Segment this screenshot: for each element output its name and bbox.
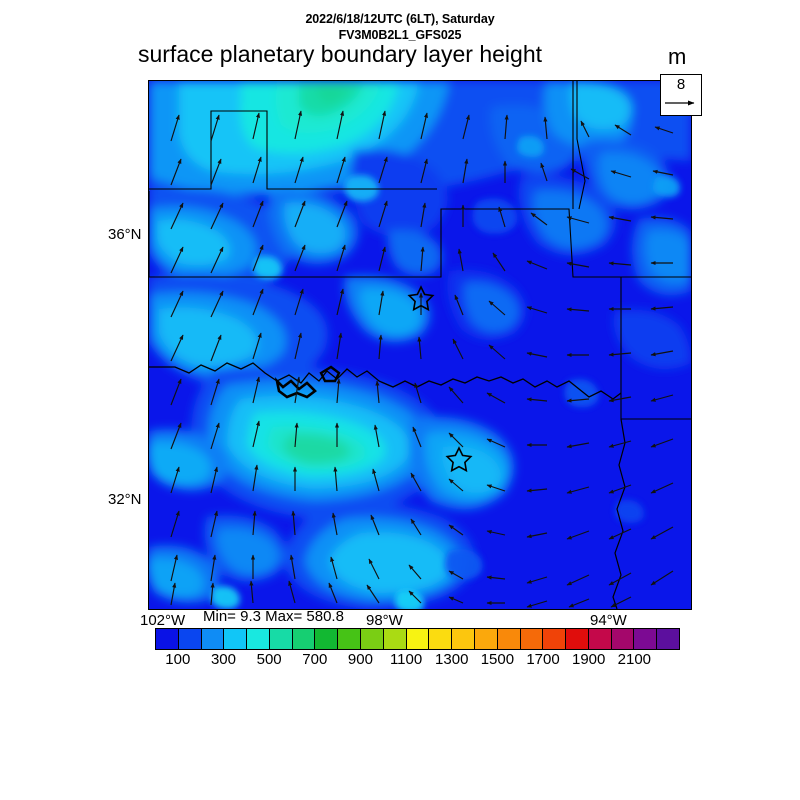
red-river-border: [149, 362, 622, 400]
colorbar-swatch: [406, 629, 430, 649]
colorbar-swatch: [588, 629, 612, 649]
lon-label-98w: 98°W: [366, 612, 403, 629]
colorbar-swatch: [292, 629, 316, 649]
colorbar-swatch: [611, 629, 635, 649]
station-star-south: [445, 446, 473, 473]
colorbar-tick: 100: [165, 651, 191, 668]
pbl-contour-regions: [149, 81, 691, 609]
colorbar-swatch: [201, 629, 225, 649]
colorbar-tick: 700: [302, 651, 328, 668]
colorbar-tick: 1700: [526, 651, 560, 668]
pbl-fine-texture: [211, 135, 680, 609]
colorbar-tick: 1300: [435, 651, 469, 668]
colorbar-swatch: [474, 629, 498, 649]
pbl-height-field: [149, 81, 691, 609]
min-max-readout: Min= 9.3 Max= 580.8: [203, 608, 344, 625]
colorbar-tick: 2100: [617, 651, 652, 668]
colorbar-swatch: [247, 629, 270, 649]
lon-label-102w: 102°W: [140, 612, 186, 629]
colorbar-swatch: [178, 629, 202, 649]
colorbar-tick-labels: 100 300 500 700 900 1100 1300 1500 1700 1900 2100: [155, 651, 680, 671]
colorbar-tick: 1100: [389, 651, 423, 668]
colorbar-tick: 900: [347, 651, 373, 668]
wind-legend-value: 8: [676, 76, 686, 93]
colorbar-swatch: [338, 629, 362, 649]
wind-vector-legend: 8: [660, 74, 702, 116]
station-markers: [407, 285, 473, 473]
colorbar-swatch: [657, 629, 679, 649]
units-label: m: [668, 44, 687, 69]
colorbar-swatch: [543, 629, 567, 649]
lat-label-32n: 32°N: [108, 491, 142, 508]
colorbar-swatch: [361, 629, 384, 649]
colorbar-swatch: [156, 629, 179, 649]
colorbar-swatch: [497, 629, 521, 649]
forecast-datetime: 2022/6/18/12UTC (6LT), Saturday: [305, 12, 495, 26]
colorbar-swatch: [315, 629, 339, 649]
colorbar-tick: 1900: [572, 651, 606, 668]
state-boundaries: [149, 81, 691, 278]
colorbar-tick: 1500: [480, 651, 515, 668]
colorbar-swatch: [383, 629, 407, 649]
colorbar-swatch: [566, 629, 589, 649]
station-star-north: [407, 285, 435, 312]
colorbar-swatch: [224, 629, 248, 649]
wind-reference-arrow-icon: [665, 100, 695, 106]
colorbar-swatch: [269, 629, 293, 649]
colorbar-swatch: [452, 629, 475, 649]
river-east: [612, 418, 626, 609]
colorbar-tick: 500: [256, 651, 282, 668]
colorbar-swatch: [429, 629, 453, 649]
colorbar: [155, 628, 680, 650]
colorbar-swatch: [634, 629, 658, 649]
page-title: surface planetary boundary layer height: [137, 41, 543, 67]
colorbar-swatch: [520, 629, 544, 649]
colorbar-tick: 300: [210, 651, 236, 668]
map-plot-area: [148, 80, 692, 610]
lat-label-36n: 36°N: [108, 226, 142, 243]
model-run-label: FV3M0B2L1_GFS025: [338, 28, 462, 42]
wind-vectors: [170, 110, 674, 608]
lon-label-94w: 94°W: [590, 612, 627, 629]
